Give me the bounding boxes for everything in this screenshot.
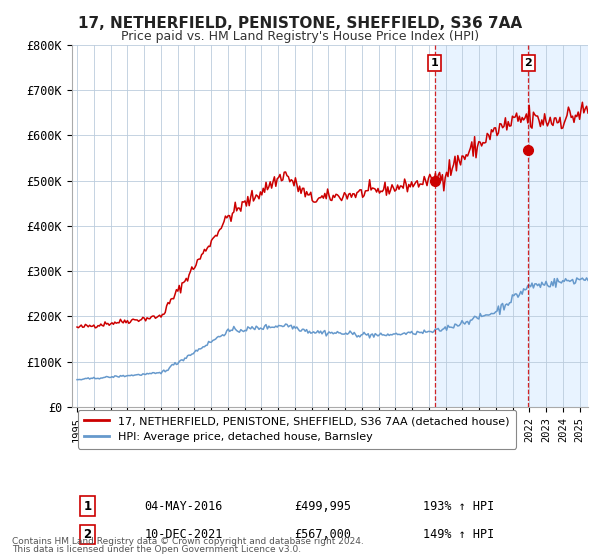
Legend: 17, NETHERFIELD, PENISTONE, SHEFFIELD, S36 7AA (detached house), HPI: Average pr: 17, NETHERFIELD, PENISTONE, SHEFFIELD, S…: [77, 409, 516, 449]
Text: 149% ↑ HPI: 149% ↑ HPI: [423, 528, 494, 541]
Text: Contains HM Land Registry data © Crown copyright and database right 2024.: Contains HM Land Registry data © Crown c…: [12, 537, 364, 546]
Text: 2: 2: [524, 58, 532, 68]
Text: £499,995: £499,995: [294, 500, 351, 513]
Text: 04-MAY-2016: 04-MAY-2016: [144, 500, 223, 513]
Text: 17, NETHERFIELD, PENISTONE, SHEFFIELD, S36 7AA: 17, NETHERFIELD, PENISTONE, SHEFFIELD, S…: [78, 16, 522, 31]
Text: 1: 1: [83, 500, 92, 513]
Text: Price paid vs. HM Land Registry's House Price Index (HPI): Price paid vs. HM Land Registry's House …: [121, 30, 479, 43]
Text: 1: 1: [431, 58, 439, 68]
Text: 2: 2: [83, 528, 92, 541]
Text: 10-DEC-2021: 10-DEC-2021: [144, 528, 223, 541]
Text: £567,000: £567,000: [294, 528, 351, 541]
Bar: [435, 45, 588, 407]
Text: This data is licensed under the Open Government Licence v3.0.: This data is licensed under the Open Gov…: [12, 545, 301, 554]
Text: 193% ↑ HPI: 193% ↑ HPI: [423, 500, 494, 513]
